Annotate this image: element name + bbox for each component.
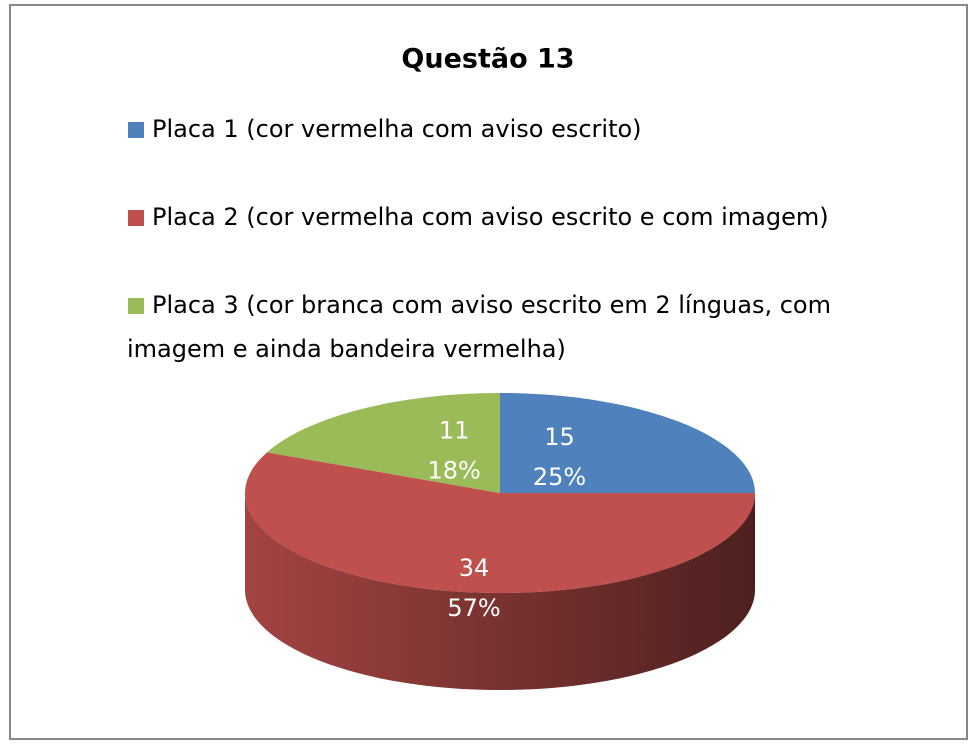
legend-swatch: [128, 210, 144, 226]
legend-line: Placa 3 (cor branca com aviso escrito em…: [152, 291, 831, 319]
data-label-value: 34: [459, 554, 490, 582]
chart-title: Questão 13: [401, 44, 574, 75]
pie-slice: [267, 393, 500, 493]
data-label-value: 11: [439, 416, 470, 444]
legend-label: Placa 1 (cor vermelha com aviso escrito): [152, 115, 642, 143]
pie-slice: [500, 393, 755, 493]
legend-swatch: [128, 122, 144, 138]
data-label-percent: 18%: [427, 456, 480, 484]
legend-swatch: [128, 298, 144, 314]
legend-line: imagem e ainda bandeira vermelha): [127, 335, 566, 363]
data-label-percent: 25%: [533, 463, 586, 491]
pie-slice: [245, 452, 755, 593]
legend-label: Placa 3 (cor branca com aviso escrito em…: [127, 291, 831, 363]
data-label-value: 15: [544, 423, 575, 451]
pie-side-shade: [245, 493, 755, 690]
data-label-percent: 57%: [447, 594, 500, 622]
legend-label: Placa 2 (cor vermelha com aviso escrito …: [152, 203, 829, 231]
